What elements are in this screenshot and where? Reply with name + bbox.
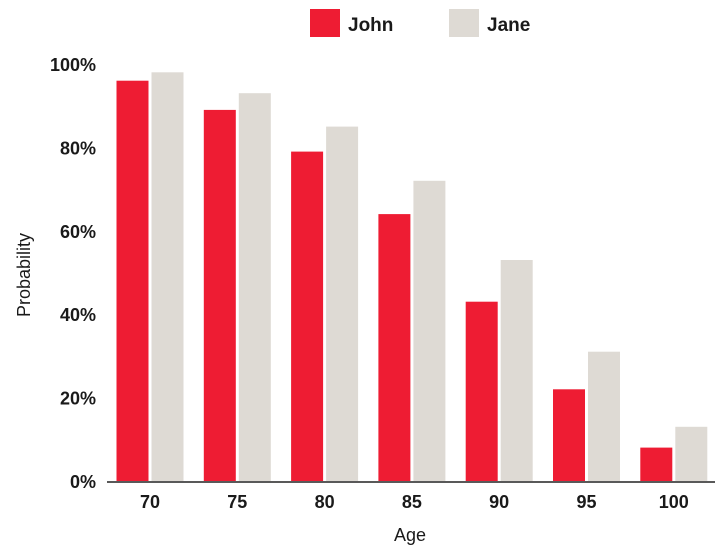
bar-jane-95 [588,351,620,481]
bar-jane-100 [675,426,708,481]
bar-jane-80 [326,126,359,481]
legend-label-jane: Jane [487,15,530,36]
bar-john-95 [553,389,585,481]
y-tick-label: 40% [60,305,96,325]
x-tick-label: 80 [315,492,335,512]
x-tick-label: 85 [402,492,422,512]
y-tick-label: 100% [50,55,96,75]
bar-john-70 [116,80,149,481]
y-tick-label: 60% [60,222,96,242]
x-tick-label: 75 [227,492,247,512]
bar-jane-85 [413,180,446,482]
x-tick-label: 95 [576,492,596,512]
y-axis-ticks: 0% 20% 40% 60% 80% 100% [50,55,96,492]
bar-john-90 [465,301,498,481]
x-axis-title: Age [394,525,426,545]
bar-jane-90 [500,260,533,481]
bar-jane-70 [151,72,184,482]
legend-swatch-jane [449,9,479,37]
y-axis-title: Probability [14,233,34,317]
y-tick-label: 20% [60,389,96,409]
x-axis-ticks: 70 75 80 85 90 95 100 [140,492,689,512]
x-tick-label: 70 [140,492,160,512]
x-tick-label: 100 [659,492,689,512]
chart-legend: John Jane [310,9,530,37]
bar-john-75 [203,109,236,482]
legend-label-john: John [348,15,393,36]
x-tick-label: 90 [489,492,509,512]
bar-john-100 [640,447,673,481]
y-tick-label: 0% [70,472,96,492]
bar-john-80 [291,151,324,481]
legend-swatch-john [310,9,340,37]
y-tick-label: 80% [60,138,96,158]
bars-group [116,72,708,482]
bar-jane-75 [238,93,271,481]
bar-john-85 [378,214,411,481]
